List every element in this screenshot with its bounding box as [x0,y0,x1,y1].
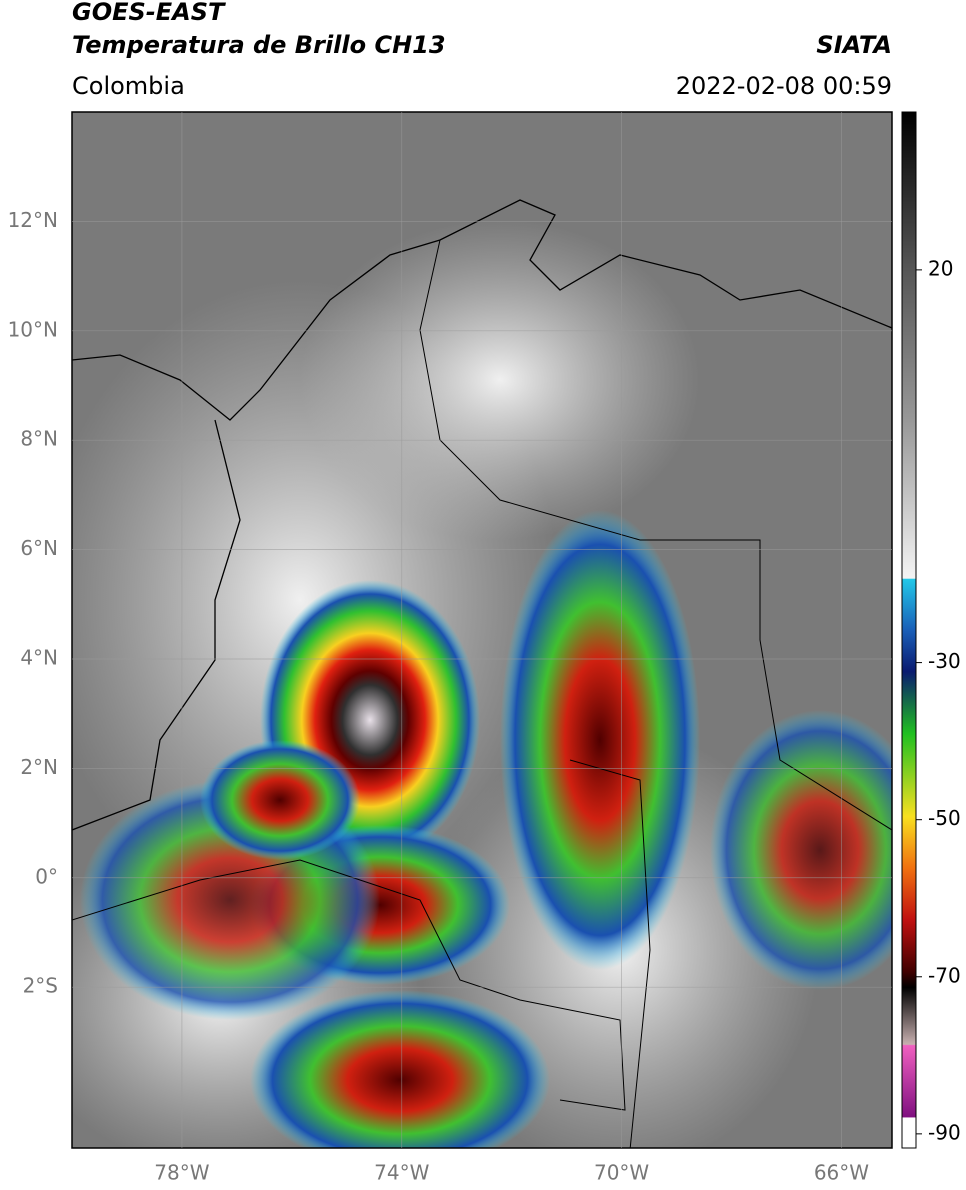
lat-tick-label: 6°N [20,536,58,560]
lat-tick-label: 8°N [20,427,58,451]
colorbar-tick-label: -50 [928,806,961,830]
lon-tick-label: 70°W [594,1161,649,1185]
datetime: 2022-02-08 00:59 [676,72,892,100]
colorbar-tick-label: 20 [928,256,953,280]
colorbar [901,111,917,1149]
colorbar-tick-label: -90 [928,1120,961,1144]
lat-tick-label: 4°N [20,645,58,669]
lat-tick-label: 0° [35,864,58,888]
map-image [72,112,892,1148]
subtitle: Temperatura de Brillo CH13 [72,31,446,59]
map-frame [71,111,893,1149]
region: Colombia [72,72,185,100]
lon-tick-label: 74°W [374,1161,429,1185]
lat-tick-label: 10°N [8,317,58,341]
lat-tick-label: 12°N [8,208,58,232]
lon-tick-label: 66°W [814,1161,869,1185]
lon-tick-label: 78°W [154,1161,209,1185]
title: GOES-EAST [72,0,226,26]
lat-tick-label: 2°S [23,974,58,998]
source: SIATA [816,31,892,59]
colorbar-tick-label: -70 [928,963,961,987]
lat-tick-label: 2°N [20,755,58,779]
colorbar-tick-label: -30 [928,649,961,673]
